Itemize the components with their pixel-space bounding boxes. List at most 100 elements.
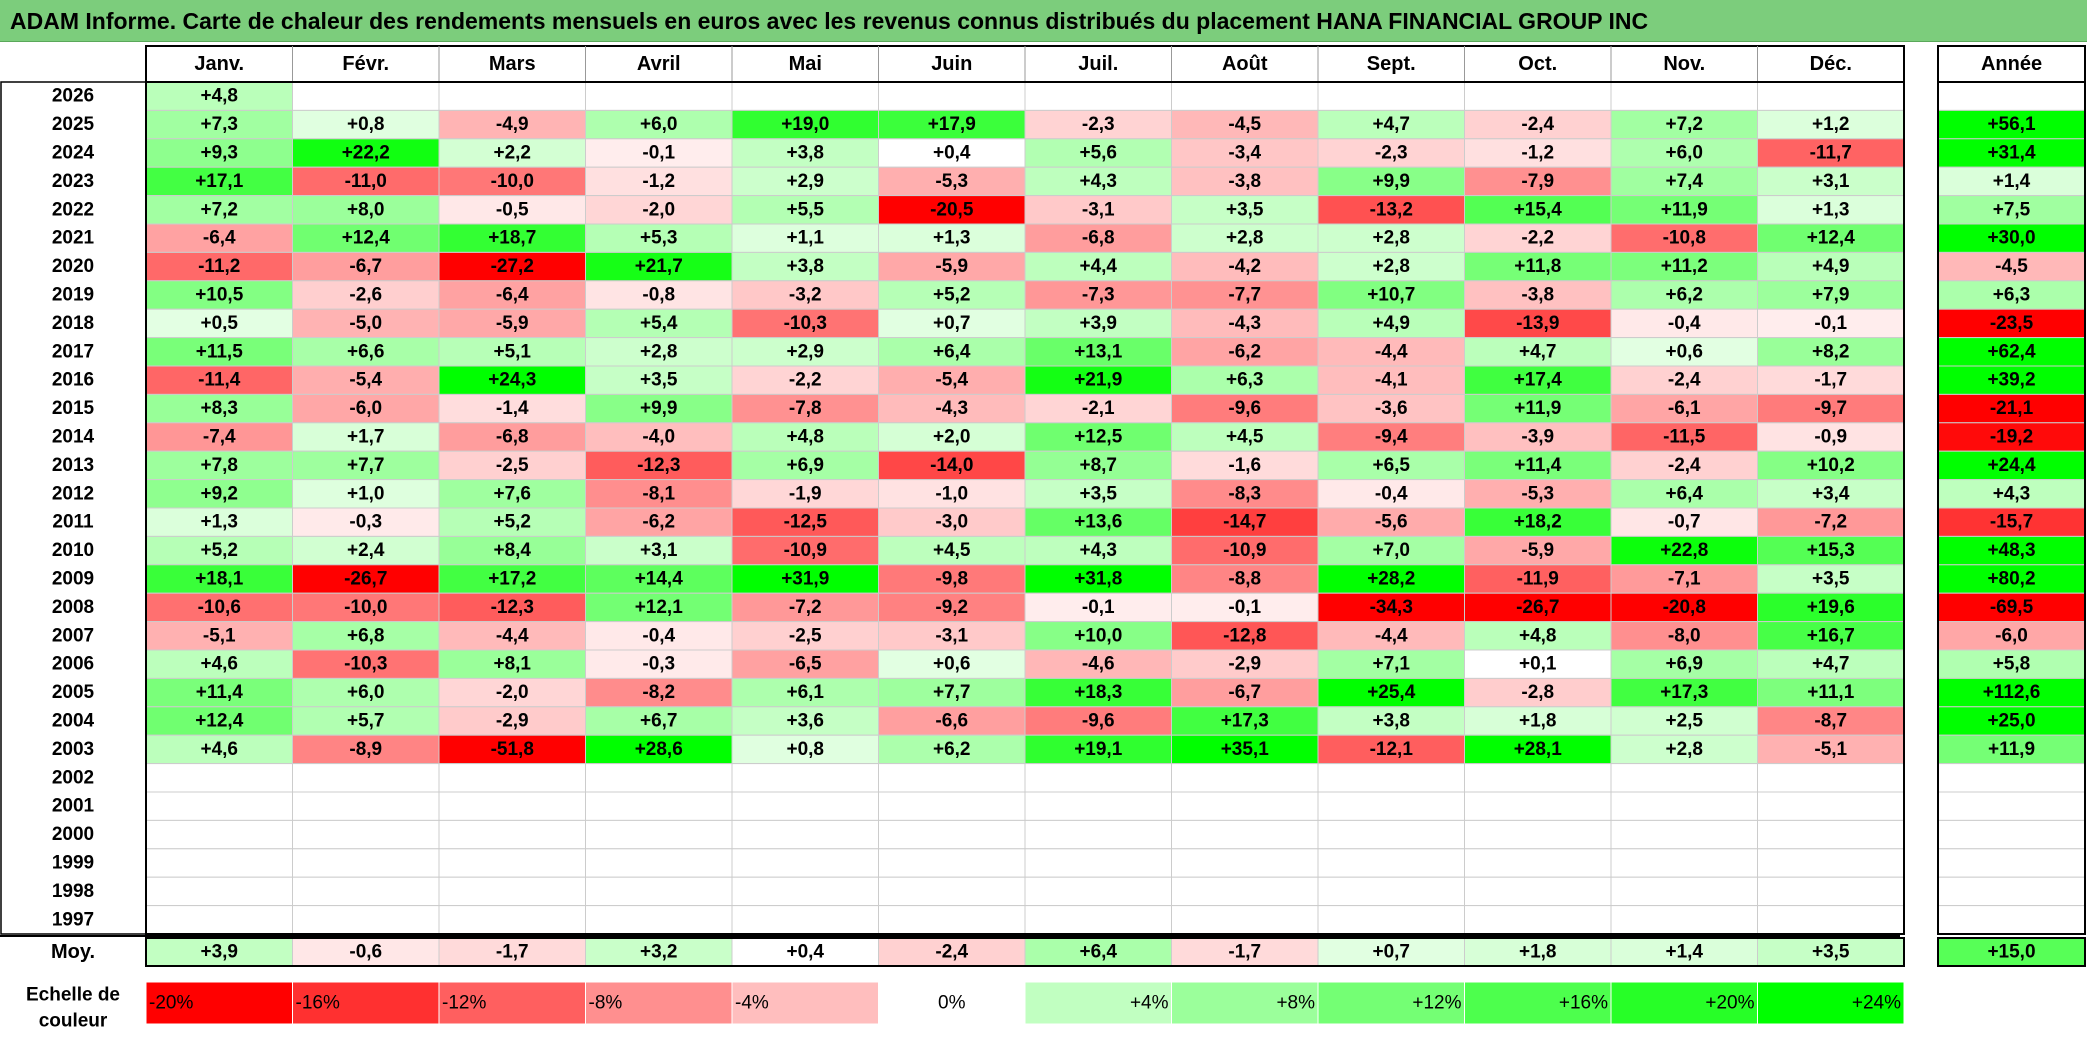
heatmap-cell [438,166,586,197]
annual-value: +62,4 [1987,341,2036,362]
annual-cell [1937,393,2086,424]
annual-value: -4,5 [1995,256,2028,277]
cell-value: +18,1 [195,569,244,590]
cell-value: +18,2 [1514,512,1562,533]
heatmap-cell [1610,393,1758,424]
scale-label: +16% [1559,993,1608,1014]
heatmap-cell [1610,365,1758,395]
cell-value: -27,2 [491,256,534,277]
heatmap-cell [731,649,879,679]
annual-value: +25,0 [1987,711,2035,732]
year-label: 2018 [52,313,94,334]
cell-value: -4,3 [935,398,968,419]
annual-cell [1937,763,2086,793]
heatmap-cell [878,535,1026,566]
month-header: Sept. [1367,53,1416,75]
month-header: Oct. [1518,53,1557,75]
cell-value: -1,4 [496,398,529,419]
heatmap-cell [1610,138,1758,168]
heatmap-cell [1464,109,1612,140]
cell-value: +4,8 [786,427,824,448]
heatmap-cell [1757,535,1905,566]
cell-value: +19,6 [1807,597,1855,618]
month-header: Avril [637,53,681,75]
cell-value: -4,4 [1375,341,1408,362]
cell-value: -0,1 [1228,597,1261,618]
cell-value: -5,4 [935,370,968,391]
cell-value: -1,2 [642,171,675,192]
heatmap-cell [731,734,879,765]
heatmap-cell [292,763,440,793]
average-value: +1,8 [1519,942,1557,963]
cell-value: +2,2 [493,143,531,164]
cell-value: -7,8 [789,398,822,419]
cell-value: +2,8 [1665,739,1703,760]
cell-value: -9,6 [1228,398,1261,419]
heatmap-cell [1024,564,1172,594]
cell-value: +5,1 [493,341,531,362]
cell-value: -0,1 [1082,597,1115,618]
year-total-header-cell [1937,45,2086,83]
cell-value: -0,1 [642,143,675,164]
heatmap-cell [292,479,440,509]
year-label: 2026 [52,86,94,107]
heatmap-cell [731,422,879,452]
heatmap-cell [292,791,440,821]
average-value: -1,7 [1228,942,1261,963]
cell-value: +28,1 [1514,739,1563,760]
year-label: 2017 [52,341,94,362]
heatmap-cell [878,308,1026,339]
cell-value: +7,7 [347,455,385,476]
cell-value: -2,8 [1521,682,1554,703]
heatmap-cell [585,649,733,679]
year-label: 2002 [52,767,94,788]
heatmap-cell [731,479,879,509]
heatmap-cell [1757,337,1905,367]
cell-value: +28,6 [635,739,683,760]
heatmap-cell [1757,422,1905,452]
cell-value: +1,3 [1812,199,1850,220]
annual-value: -19,2 [1990,427,2033,448]
heatmap-cell [292,876,440,907]
heatmap-cell [731,791,879,821]
heatmap-cell [731,450,879,481]
heatmap-cell [145,251,293,282]
heatmap-cell [292,848,440,878]
cell-value: +10,5 [195,285,244,306]
heatmap-cell [1171,393,1319,424]
heatmap-cell [878,280,1026,310]
cell-value: -1,6 [1228,455,1261,476]
cell-value: +6,0 [640,114,678,135]
cell-value: +6,5 [1372,455,1410,476]
heatmap-cell [1757,81,1905,111]
year-label: 2000 [52,824,94,845]
heatmap-cell [1464,763,1612,793]
cell-value: -5,0 [349,313,382,334]
heatmap-cell [1317,535,1465,566]
heatmap-cell [585,166,733,197]
cell-value: -11,0 [345,171,387,192]
cell-value: -4,0 [642,427,675,448]
cell-value: -2,2 [1521,228,1554,249]
cell-value: -8,7 [1814,711,1847,732]
cell-value: -10,0 [491,171,534,192]
heatmap-cell [878,763,1026,793]
heatmap-cell [438,848,586,878]
cell-value: +25,4 [1367,682,1416,703]
cell-value: +1,0 [347,483,385,504]
heatmap-cell [438,791,586,821]
annual-cell [1937,251,2086,282]
heatmap-cell [1610,592,1758,623]
cell-value: -2,4 [1668,370,1701,391]
heatmap-cell [1317,876,1465,907]
cell-value: -2,9 [496,711,529,732]
cell-value: +3,8 [786,143,824,164]
heatmap-cell [292,337,440,367]
cell-value: -3,6 [1375,398,1408,419]
cell-value: +0,6 [933,654,971,675]
heatmap-cell [1024,365,1172,395]
heatmap-cell [1317,251,1465,282]
heatmap-cell [1024,763,1172,793]
heatmap-cell [1464,564,1612,594]
cell-value: -12,3 [491,597,534,618]
